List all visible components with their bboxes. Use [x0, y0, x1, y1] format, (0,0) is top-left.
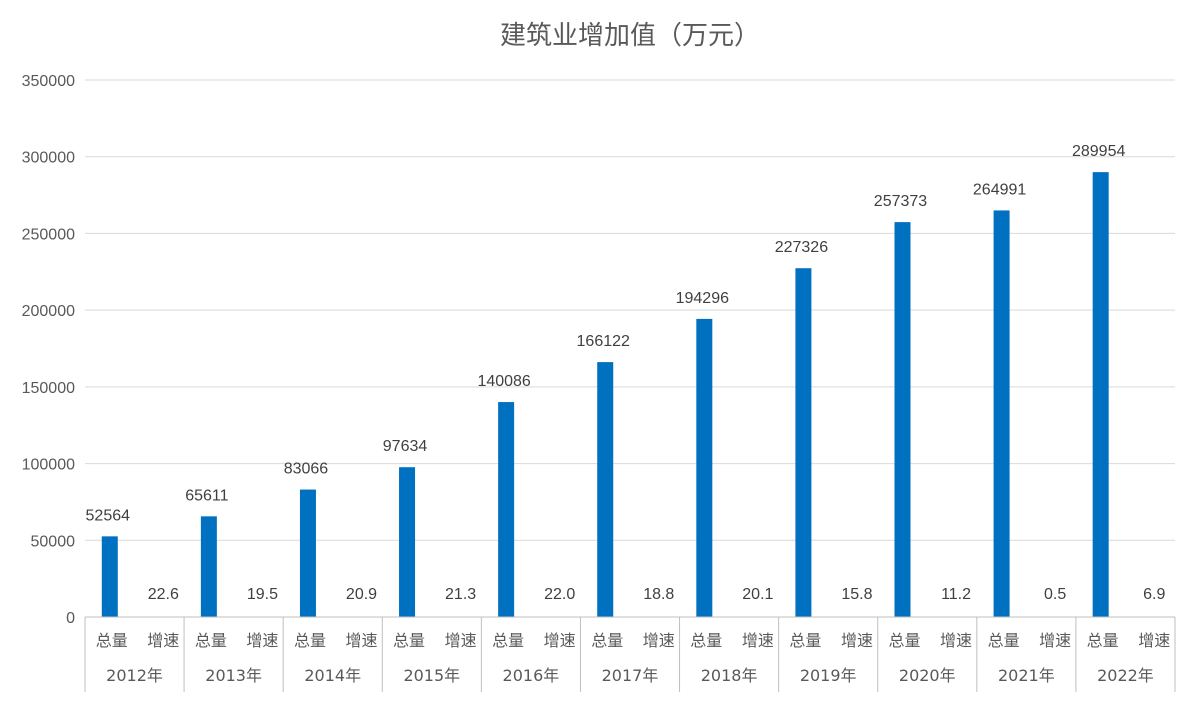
- bar: [498, 402, 515, 617]
- sub-category-label: 增速: [1039, 631, 1071, 650]
- y-tick-label: 300000: [22, 150, 75, 167]
- sub-category-label: 总量: [1087, 631, 1119, 650]
- year-label: 2012年: [106, 666, 163, 685]
- sub-category-label: 增速: [246, 631, 278, 650]
- sub-category-label: 增速: [544, 631, 576, 650]
- bar: [993, 210, 1010, 617]
- data-label: 65611: [185, 487, 228, 504]
- data-label: 20.9: [346, 586, 377, 603]
- y-tick-label: 0: [66, 610, 75, 627]
- bar: [795, 268, 812, 617]
- sub-category-label: 增速: [445, 631, 477, 650]
- data-label: 140086: [477, 373, 530, 390]
- data-label: 264991: [973, 181, 1026, 198]
- sub-category-label: 总量: [591, 631, 623, 650]
- bar: [299, 489, 316, 617]
- y-tick-label: 100000: [22, 457, 75, 474]
- year-label: 2017年: [602, 666, 659, 685]
- bar: [894, 222, 911, 618]
- sub-category-label: 增速: [345, 631, 377, 650]
- data-labels: 52564 22.6 65611 19.5 83066 20.9 97634 21.3 1400…: [86, 143, 1166, 603]
- bar: [696, 318, 713, 617]
- sub-category-label: 增速: [1138, 631, 1170, 650]
- y-tick-label: 50000: [31, 533, 76, 550]
- year-label: 2016年: [503, 666, 560, 685]
- data-label: 52564: [86, 507, 131, 524]
- sub-category-label: 总量: [393, 631, 425, 650]
- year-label: 2013年: [205, 666, 262, 685]
- sub-category-label: 增速: [742, 631, 774, 650]
- data-label: 22.0: [544, 586, 575, 603]
- data-label: 194296: [676, 290, 729, 307]
- year-label: 2021年: [998, 666, 1055, 685]
- sub-category-label: 总量: [888, 631, 920, 650]
- sub-category-label: 增速: [841, 631, 873, 650]
- sub-category-label: 总量: [690, 631, 722, 650]
- sub-category-label: 总量: [492, 631, 524, 650]
- bar: [597, 362, 614, 617]
- y-tick-label: 200000: [22, 303, 75, 320]
- sub-category-label: 增速: [643, 631, 675, 650]
- sub-category-label: 总量: [988, 631, 1020, 650]
- bar: [101, 536, 118, 617]
- sub-category-label: 总量: [294, 631, 326, 650]
- year-label: 2020年: [899, 666, 956, 685]
- sub-category-label: 总量: [96, 631, 128, 650]
- data-label: 18.8: [643, 586, 674, 603]
- data-label: 289954: [1072, 143, 1125, 160]
- sub-category-label: 总量: [789, 631, 821, 650]
- bar: [1092, 172, 1109, 617]
- sub-category-label: 增速: [940, 631, 972, 650]
- y-tick-label: 250000: [22, 226, 75, 243]
- bar: [200, 516, 217, 617]
- y-axis-ticks: 0 50000 100000 150000 200000 250000 300000 3500…: [22, 73, 75, 627]
- year-label: 2022年: [1097, 666, 1154, 685]
- grid-lines: [85, 79, 1175, 618]
- bars: [101, 172, 1109, 618]
- data-label: 15.8: [841, 586, 872, 603]
- bar: [399, 467, 416, 617]
- data-label: 20.1: [742, 586, 773, 603]
- data-label: 6.9: [1143, 586, 1165, 603]
- year-label: 2019年: [800, 666, 857, 685]
- data-label: 97634: [383, 438, 428, 455]
- data-label: 166122: [577, 333, 630, 350]
- data-label: 227326: [775, 239, 828, 256]
- year-label: 2014年: [304, 666, 361, 685]
- year-label: 2015年: [403, 666, 460, 685]
- data-label: 257373: [874, 193, 927, 210]
- data-label: 11.2: [941, 586, 971, 603]
- chart-title: 建筑业增加值（万元）: [500, 21, 760, 51]
- data-label: 0.5: [1044, 586, 1066, 603]
- y-tick-label: 150000: [22, 380, 75, 397]
- data-label: 83066: [284, 461, 329, 478]
- year-label: 2018年: [701, 666, 758, 685]
- y-tick-label: 350000: [22, 73, 75, 90]
- data-label: 22.6: [148, 586, 179, 603]
- data-label: 19.5: [247, 586, 278, 603]
- sub-category-label: 总量: [195, 631, 227, 650]
- data-label: 21.3: [445, 586, 476, 603]
- sub-category-label: 增速: [147, 631, 179, 650]
